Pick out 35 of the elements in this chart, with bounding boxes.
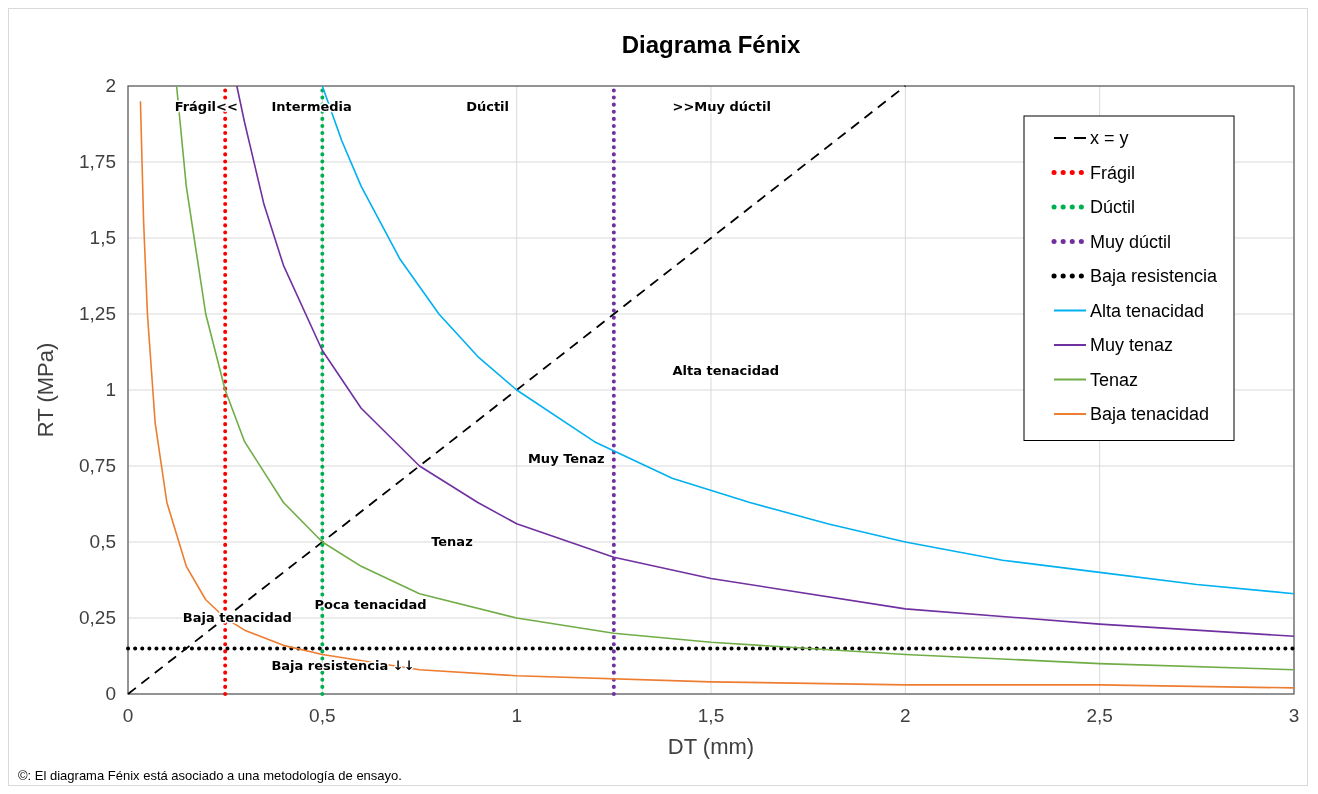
legend-label: Frágil bbox=[1090, 162, 1136, 183]
y-tick-label: 0,5 bbox=[89, 531, 116, 552]
x-tick-label: 2 bbox=[900, 705, 911, 726]
annotation: Tenaz bbox=[431, 533, 473, 549]
x-tick-label: 2,5 bbox=[1086, 705, 1113, 726]
y-tick-label: 1 bbox=[105, 379, 116, 400]
x-axis-title: DT (mm) bbox=[667, 734, 755, 759]
y-tick-label: 0 bbox=[105, 683, 116, 704]
y-tick-label: 0,75 bbox=[79, 455, 116, 476]
annotation: Alta tenacidad bbox=[672, 363, 780, 379]
x-tick-label: 0,5 bbox=[309, 705, 336, 726]
legend-label: Alta tenacidad bbox=[1090, 300, 1205, 321]
legend-label: Dúctil bbox=[1090, 197, 1136, 217]
legend-label: Tenaz bbox=[1090, 369, 1139, 390]
y-tick-label: 1,75 bbox=[79, 151, 116, 172]
legend-label: Baja resistencia bbox=[1090, 266, 1219, 286]
legend-label: Baja tenacidad bbox=[1090, 404, 1210, 424]
y-tick-label: 1,25 bbox=[79, 303, 116, 324]
chart-title: Diagrama Fénix bbox=[621, 31, 802, 58]
annotation: Muy Tenaz bbox=[527, 451, 605, 467]
text: ©: El diagrama Fénix está asociado a una metodología de ensayo. bbox=[18, 768, 402, 783]
y-tick-label: 2 bbox=[105, 75, 116, 96]
legend-label: Muy dúctil bbox=[1090, 231, 1172, 252]
x-tick-label: 1,5 bbox=[697, 705, 725, 726]
annotation: >>Muy dúctil bbox=[672, 98, 771, 114]
annotation: Poca tenacidad bbox=[314, 597, 427, 613]
legend-label: Muy tenaz bbox=[1090, 335, 1174, 355]
annotation: Dúctil bbox=[466, 98, 510, 114]
y-tick-label: 0,25 bbox=[79, 607, 116, 628]
x-tick-label: 3 bbox=[1288, 705, 1300, 726]
x-tick-label: 1 bbox=[511, 705, 522, 726]
y-tick-label: 1,5 bbox=[89, 227, 116, 248]
y-axis-title: RT (MPa) bbox=[33, 342, 58, 438]
x-tick-label: 0 bbox=[122, 705, 134, 726]
legend-label: x = y bbox=[1090, 128, 1129, 148]
